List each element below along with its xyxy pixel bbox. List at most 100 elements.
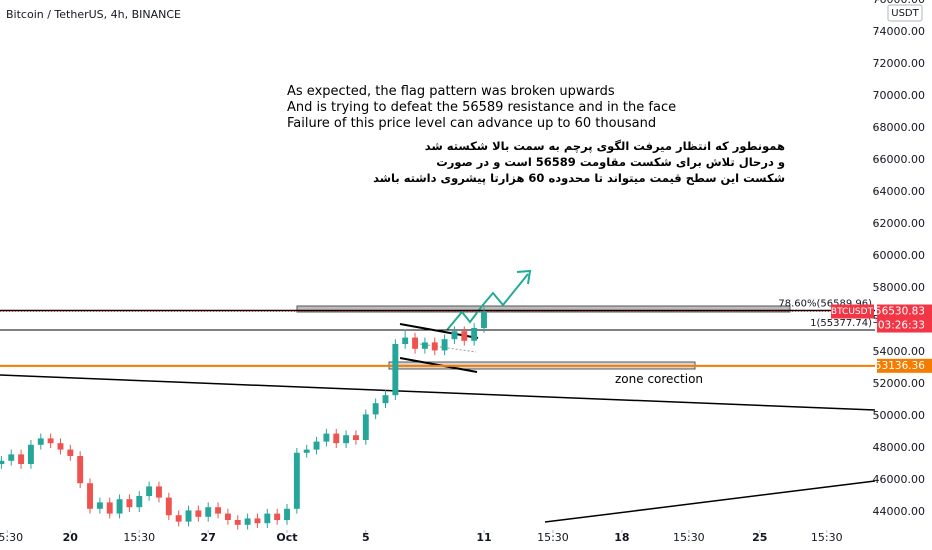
- candle-body: [323, 433, 330, 442]
- candle-body: [126, 499, 133, 508]
- y-tick-label: 46000.00: [873, 473, 926, 486]
- candle-body: [431, 342, 438, 351]
- candle-body: [106, 502, 113, 514]
- y-tick-label: 54000.00: [873, 345, 926, 358]
- candle-body: [343, 435, 350, 444]
- y-tick-label: 64000.00: [873, 185, 926, 198]
- candle-body: [146, 486, 153, 496]
- trend-line: [544, 480, 876, 523]
- currency-label: USDT: [891, 8, 919, 19]
- candle-body: [412, 337, 418, 349]
- annotation-en: Failure of this price level can advance …: [287, 116, 657, 131]
- x-tick-label: 15:30: [123, 531, 155, 544]
- candle-body: [87, 483, 93, 509]
- candle-body: [156, 486, 162, 498]
- candle-body: [67, 449, 74, 456]
- candle-body: [244, 518, 251, 525]
- symbol-box: [831, 304, 874, 319]
- candle-body: [254, 518, 261, 524]
- candle-body: [471, 328, 478, 341]
- candle-body: [303, 449, 310, 453]
- x-tick-label: 18: [614, 531, 629, 544]
- y-tick-label: 52000.00: [873, 377, 926, 390]
- annotation-en: And is trying to defeat the 56589 resist…: [287, 100, 677, 115]
- candle-body: [175, 515, 182, 522]
- candle-body: [264, 513, 271, 524]
- y-tick-label: 76000.00: [873, 0, 926, 6]
- candle-body: [461, 331, 468, 341]
- candle-body: [274, 513, 281, 520]
- price-box: [877, 304, 932, 333]
- y-tick-label: 44000.00: [873, 505, 926, 518]
- x-tick-label: 20: [63, 531, 79, 544]
- arrow-head: [516, 269, 532, 285]
- y-tick-label: 50000.00: [873, 409, 926, 422]
- x-tick-label: 15:30: [537, 531, 569, 544]
- support-box: [877, 358, 932, 373]
- candle-body: [18, 454, 25, 464]
- trend-line: [0, 374, 876, 411]
- candle-body: [165, 497, 172, 516]
- candle-body: [215, 507, 222, 514]
- y-tick-label: 62000.00: [873, 217, 926, 230]
- fib-label: 78.60%(56589.96): [778, 299, 872, 310]
- candle-body: [481, 311, 487, 328]
- x-tick-label: 5: [362, 531, 370, 544]
- flag-midline: [419, 343, 477, 353]
- candle-body: [57, 443, 64, 450]
- y-tick-label: 66000.00: [873, 153, 926, 166]
- y-tick-label: 74000.00: [873, 25, 926, 38]
- x-tick-label: 15:30: [811, 531, 843, 544]
- projection-arrow: [446, 273, 529, 331]
- candle-body: [8, 454, 15, 461]
- y-tick-label: 68000.00: [873, 121, 926, 134]
- candle-body: [0, 460, 5, 464]
- countdown: 03:26:33: [878, 320, 925, 332]
- candle-body: [284, 508, 290, 520]
- y-tick-label: 60000.00: [873, 249, 926, 262]
- candle-body: [313, 441, 320, 450]
- y-tick-label: 48000.00: [873, 441, 926, 454]
- candle-body: [372, 403, 379, 415]
- candle-body: [362, 414, 369, 440]
- y-tick-label: 72000.00: [873, 57, 926, 70]
- current-price: 56530.83: [875, 306, 925, 318]
- candle-body: [47, 438, 54, 444]
- x-tick-label: 25: [752, 531, 767, 544]
- candle-body: [136, 496, 143, 508]
- candle-body: [293, 452, 300, 509]
- candle-body: [205, 507, 212, 517]
- annotation-fa: و درحال تلاش برای شکست مقاومت 56589 است …: [436, 155, 785, 169]
- candle-body: [392, 344, 399, 396]
- candle-body: [333, 433, 340, 444]
- support-price: 53136.36: [875, 360, 925, 372]
- candle-body: [451, 331, 458, 340]
- candle-body: [185, 510, 192, 522]
- candle-body: [382, 395, 389, 404]
- annotation-fa: شکست این سطح قیمت میتواند تا محدوده 60 ه…: [373, 171, 785, 185]
- symbol-label: BTCUSDT: [831, 307, 874, 317]
- x-tick-label: 27: [201, 531, 216, 544]
- chart-title: Bitcoin / TetherUS, 4h, BINANCE: [6, 8, 181, 21]
- candle-body: [37, 438, 44, 445]
- zone-label: zone corection: [615, 372, 704, 386]
- currency-box: [887, 4, 923, 22]
- x-tick-label: Oct: [276, 531, 297, 544]
- candle-body: [195, 510, 202, 517]
- candle-body: [441, 339, 448, 351]
- annotation-en: As expected, the flag pattern was broken…: [287, 84, 615, 99]
- x-tick-label: 15:30: [0, 531, 23, 544]
- candle-body: [224, 513, 231, 520]
- candle-body: [352, 435, 359, 440]
- candle-body: [402, 337, 409, 344]
- candle-body: [77, 456, 84, 484]
- candle-body: [421, 342, 428, 349]
- candle-body: [27, 444, 34, 464]
- y-tick-label: 58000.00: [873, 281, 926, 294]
- candle-body: [234, 520, 241, 525]
- y-tick-label: 70000.00: [873, 89, 926, 102]
- candle-body: [96, 502, 103, 509]
- annotation-fa: همونطور که انتظار میرفت الگوی پرچم به سم…: [424, 139, 785, 153]
